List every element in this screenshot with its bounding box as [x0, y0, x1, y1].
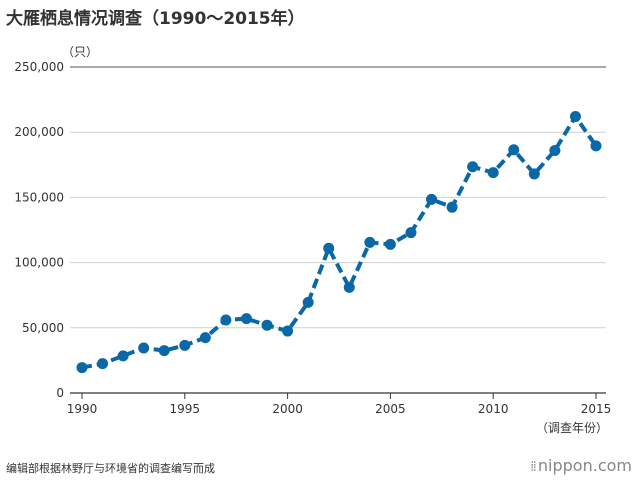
grid-lines: [70, 66, 606, 399]
data-point: [282, 325, 294, 337]
y-tick-label: 50,000: [22, 321, 64, 335]
data-point: [179, 339, 191, 351]
data-point: [199, 332, 211, 344]
data-point: [426, 193, 438, 205]
data-point: [487, 167, 499, 179]
y-tick-label: 250,000: [14, 60, 64, 74]
data-point: [117, 350, 129, 362]
data-point: [508, 144, 520, 156]
data-point: [302, 296, 314, 308]
data-point: [240, 313, 252, 325]
data-point: [590, 140, 602, 152]
series-line: [81, 114, 598, 370]
data-point: [76, 362, 88, 374]
line-chart: 0 50,000 100,000 150,000 200,000 250,000 1990…: [14, 45, 612, 435]
x-tick-label: 2000: [272, 402, 303, 416]
data-point: [261, 319, 273, 331]
data-point: [528, 168, 540, 180]
brand-logo: ⁞⁞ nippon.com: [530, 456, 632, 475]
data-point: [549, 144, 561, 156]
y-tick-label: 100,000: [14, 256, 64, 270]
data-point: [323, 242, 335, 254]
source-note: 编辑部根据林野厅与环境省的调查编写而成: [6, 462, 215, 475]
data-point: [569, 111, 581, 123]
data-point: [97, 358, 109, 370]
dots-logo-icon: ⁞⁞: [530, 459, 537, 475]
x-tick-labels: 1990 1995 2000 2005 2010 2015: [67, 402, 612, 416]
y-tick-label: 150,000: [14, 190, 64, 204]
brand-name: nippon.com: [537, 456, 632, 475]
y-tick-label: 0: [56, 386, 64, 400]
x-tick-label: 2015: [581, 402, 612, 416]
x-tick-label: 1990: [67, 402, 98, 416]
y-tick-label: 200,000: [14, 125, 64, 139]
data-point: [384, 238, 396, 250]
y-axis-label: （只）: [62, 45, 98, 59]
data-point: [467, 161, 479, 173]
x-tick-label: 2010: [478, 402, 509, 416]
data-point: [220, 314, 232, 326]
data-point: [343, 281, 355, 293]
chart-title: 大雁栖息情况调查（1990～2015年）: [6, 9, 305, 29]
data-point: [158, 345, 170, 357]
y-tick-labels: 0 50,000 100,000 150,000 200,000 250,000: [14, 60, 64, 400]
series-path: [81, 114, 598, 370]
data-points: [76, 111, 602, 374]
data-point: [364, 236, 376, 248]
x-tick-label: 1995: [170, 402, 201, 416]
x-axis-label: （调查年份）: [536, 421, 608, 435]
x-tick-label: 2005: [375, 402, 406, 416]
data-point: [138, 342, 150, 354]
data-point: [405, 227, 417, 239]
data-point: [446, 201, 458, 213]
